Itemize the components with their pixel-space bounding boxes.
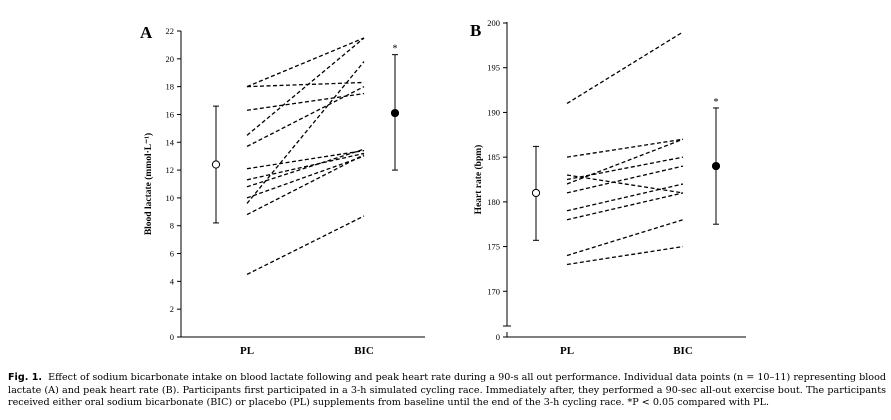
figure-caption: Fig. 1. Effect of sodium bicarbonate int… <box>8 372 886 410</box>
y-tick-label: 4 <box>170 276 175 286</box>
individual-data-line <box>246 152 365 181</box>
x-category-label: BIC <box>354 345 374 357</box>
y-tick-label: 0 <box>170 332 174 342</box>
caption-label: Fig. 1. <box>8 372 43 383</box>
individual-data-line <box>246 149 365 170</box>
y-tick-label: 170 <box>487 286 500 296</box>
mean-marker-bic <box>390 108 400 118</box>
x-category-label: PL <box>240 345 254 357</box>
individual-data-line <box>246 37 365 136</box>
individual-data-line <box>566 192 684 221</box>
individual-data-line <box>246 148 365 188</box>
panel-letter: B <box>470 21 481 40</box>
individual-data-line <box>566 245 684 266</box>
y-axis-title: Blood lactate (mmol·L⁻¹) <box>143 133 154 235</box>
y-tick-label: 190 <box>487 107 500 117</box>
individual-data-line <box>246 92 365 111</box>
mean-marker-bic <box>711 161 721 171</box>
y-tick-label: 20 <box>166 54 175 64</box>
y-tick-label: 0 <box>496 332 500 342</box>
y-tick-label: 195 <box>487 63 500 73</box>
individual-data-line <box>566 219 684 257</box>
y-tick-label: 22 <box>166 26 175 36</box>
y-tick-label: 12 <box>166 165 175 175</box>
mean-marker-pl <box>211 160 221 169</box>
individual-data-line <box>566 138 684 185</box>
individual-data-line <box>566 174 684 194</box>
individual-data-line <box>566 138 684 158</box>
y-tick-label: 8 <box>170 221 174 231</box>
x-category-label: PL <box>560 345 574 357</box>
panel-letter: A <box>140 23 153 42</box>
individual-data-line <box>566 165 684 194</box>
individual-data-line <box>566 31 684 105</box>
panel-b-heart-rate-chart: B 0 170 175 180 185 190 195 200 Heart rate (bpm) P… <box>470 18 746 357</box>
individual-data-line <box>246 155 365 199</box>
y-tick-label: 175 <box>487 242 500 252</box>
significance-marker: * <box>714 97 719 108</box>
y-tick-label: 6 <box>170 249 174 259</box>
y-tick-label: 18 <box>166 82 175 92</box>
y-axis-title: Heart rate (bpm) <box>473 145 484 215</box>
individual-data-line <box>246 154 365 216</box>
individual-data-line <box>246 37 365 88</box>
y-tick-label: 16 <box>166 109 175 119</box>
y-tick-label: 2 <box>170 304 174 314</box>
individual-data-line <box>246 215 365 275</box>
y-tick-label: 10 <box>166 193 175 203</box>
individual-data-line <box>246 86 365 148</box>
x-category-label: BIC <box>673 345 693 357</box>
significance-marker: * <box>393 44 398 55</box>
y-tick-label: 180 <box>487 197 500 207</box>
individual-data-line <box>246 81 365 88</box>
figure-1: A 0 2 4 6 8 10 12 14 16 18 20 22 Blood lactate (mmol·… <box>140 18 746 357</box>
y-tick-label: 200 <box>487 18 500 28</box>
caption-text: Effect of sodium bicarbonate intake on b… <box>8 372 886 409</box>
individual-data-line <box>566 183 684 212</box>
y-tick-label: 185 <box>487 152 500 162</box>
y-tick-label: 14 <box>166 137 175 147</box>
panel-a-blood-lactate-chart: A 0 2 4 6 8 10 12 14 16 18 20 22 Blood lactate (mmol·… <box>140 23 425 357</box>
individual-data-line <box>566 156 684 181</box>
mean-marker-pl <box>531 188 541 198</box>
individual-data-line <box>246 61 365 204</box>
